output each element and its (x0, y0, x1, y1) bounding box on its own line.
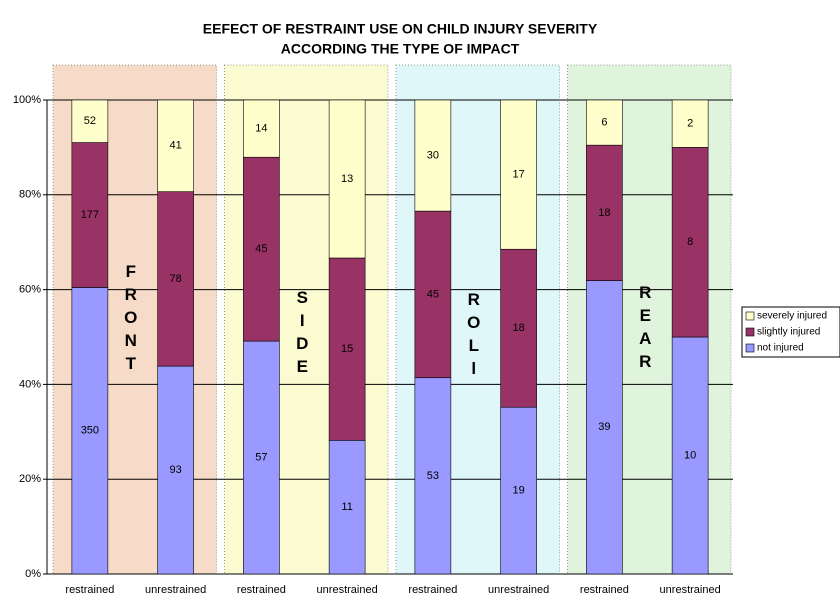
data-label: 57 (255, 451, 267, 463)
group-label: FRONT (121, 262, 140, 377)
data-label: 30 (427, 149, 439, 161)
data-label: 93 (170, 464, 182, 476)
bar-segment (671, 147, 709, 338)
legend-label: severely injured (757, 311, 827, 322)
data-label: 11 (341, 501, 352, 513)
bar-segment (71, 287, 109, 575)
data-label: 177 (81, 209, 99, 221)
legend-label: slightly injured (757, 327, 820, 338)
x-tick-label: restrained (237, 584, 286, 596)
bar-segment (328, 257, 366, 441)
x-tick-label: restrained (408, 584, 457, 596)
bar-segment (500, 248, 537, 408)
data-label: 8 (687, 236, 693, 248)
data-label: 39 (598, 421, 610, 433)
data-label: 15 (341, 343, 353, 355)
bar-segment (157, 191, 194, 367)
y-tick-label: 100% (13, 94, 41, 106)
data-label: 350 (81, 425, 99, 437)
bar-segment (414, 210, 452, 379)
y-tick-label: 0% (25, 568, 41, 580)
group-label: ROLl (464, 290, 483, 382)
data-label: 14 (255, 123, 267, 135)
y-tick-label: 20% (19, 473, 41, 485)
bar-segment (157, 99, 194, 192)
data-label: 52 (84, 115, 96, 127)
x-tick-label: unrestrained (660, 584, 721, 596)
bar-segment (157, 365, 194, 575)
bar-segment (243, 340, 280, 575)
bar-segment (500, 99, 537, 250)
group-label: SIDE (293, 288, 312, 380)
bar-segment (71, 99, 109, 143)
bar-segment (586, 144, 623, 281)
x-tick-label: unrestrained (488, 584, 549, 596)
data-label: 45 (427, 288, 439, 300)
data-label: 78 (170, 273, 182, 285)
y-tick-label: 60% (19, 284, 41, 296)
bar-segment (328, 440, 366, 575)
x-tick-label: restrained (65, 584, 114, 596)
legend-label: not injured (757, 343, 804, 354)
legend-box (741, 306, 840, 358)
y-tick-label: 80% (19, 189, 41, 201)
bar-segment (243, 156, 280, 342)
data-label: 18 (513, 322, 525, 334)
bar-segment (71, 142, 109, 288)
bar-segment (500, 406, 537, 575)
group-label: REAR (636, 283, 655, 375)
data-label: 45 (255, 243, 267, 255)
legend-swatch (745, 327, 755, 337)
data-label: 10 (684, 449, 696, 461)
legend-swatch (745, 311, 755, 321)
data-label: 6 (601, 116, 607, 128)
bar-segment (328, 99, 366, 259)
x-tick-label: restrained (580, 584, 629, 596)
bar-segment (671, 99, 709, 148)
chart-title: EEFECT OF RESTRAINT USE ON CHILD INJURY … (203, 21, 598, 37)
bar-segment (414, 377, 452, 575)
data-label: 2 (687, 118, 693, 130)
legend-swatch (745, 343, 755, 353)
bar-segment (414, 99, 452, 212)
bar-segment (586, 280, 623, 575)
data-label: 41 (170, 140, 182, 152)
data-label: 17 (513, 169, 525, 181)
x-tick-label: unrestrained (145, 584, 206, 596)
data-label: 13 (341, 173, 353, 185)
y-tick-label: 40% (19, 378, 41, 390)
data-label: 53 (427, 470, 439, 482)
bar-segment (586, 99, 623, 146)
x-tick-label: unrestrained (317, 584, 378, 596)
chart-subtitle: ACCORDING THE TYPE OF IMPACT (281, 41, 520, 57)
data-label: 19 (513, 485, 525, 497)
data-label: 18 (598, 207, 610, 219)
bar-segment (243, 99, 280, 158)
